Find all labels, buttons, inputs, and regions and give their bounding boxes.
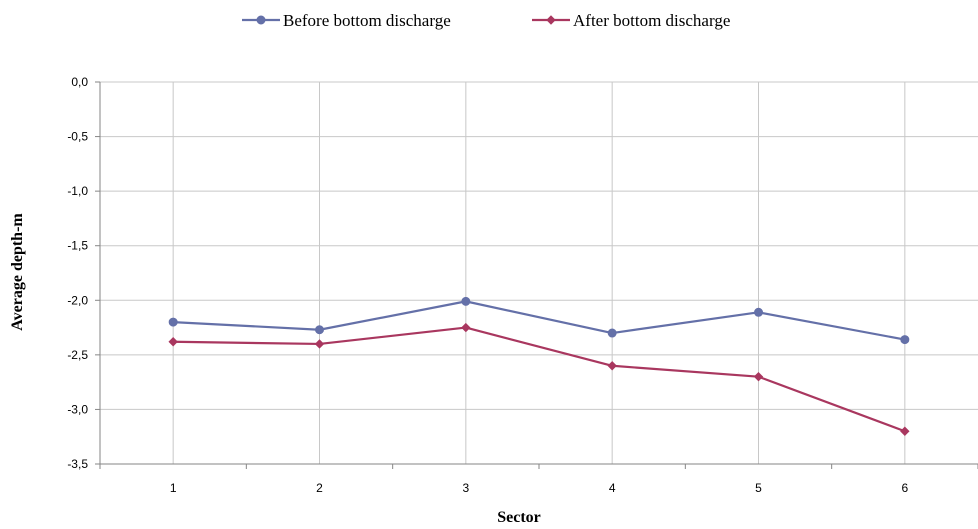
data-point-marker xyxy=(607,361,617,371)
data-point-marker xyxy=(315,325,324,335)
data-point-marker xyxy=(461,296,471,306)
x-tick-label: 6 xyxy=(901,481,908,495)
y-tick-label: 0,0 xyxy=(71,75,88,89)
data-point-marker xyxy=(314,339,325,349)
data-point-marker xyxy=(168,317,178,327)
series xyxy=(168,296,910,345)
x-tick-label: 3 xyxy=(462,481,469,495)
x-tick-label: 4 xyxy=(609,481,616,495)
y-tick-label: -1,5 xyxy=(67,239,88,253)
data-point-marker xyxy=(546,15,556,25)
y-axis: 0,0 -0,5 -1,0 -1,5 -2,0 -2,5 -3,0 -3,5 xyxy=(67,75,101,471)
y-tick-label: -1,0 xyxy=(67,184,88,198)
legend-item: After bottom discharge xyxy=(532,11,730,30)
y-tick-label: -0,5 xyxy=(67,130,88,144)
x-tick-label: 1 xyxy=(170,481,177,495)
series-line xyxy=(173,300,906,341)
y-tick-label: -2,5 xyxy=(67,348,88,362)
legend: Before bottom discharge After bottom disc… xyxy=(242,11,730,30)
legend-label: Before bottom discharge xyxy=(283,11,451,30)
data-point-marker xyxy=(900,335,910,345)
x-axis-title: Sector xyxy=(497,509,541,526)
data-point-marker xyxy=(168,337,178,347)
legend-label: After bottom discharge xyxy=(573,11,730,30)
data-point-marker xyxy=(461,322,471,333)
x-tick-label: 2 xyxy=(316,481,323,495)
legend-item: Before bottom discharge xyxy=(242,11,451,30)
series xyxy=(168,322,910,436)
data-point-marker xyxy=(754,307,763,317)
data-point-marker xyxy=(607,328,617,338)
y-tick-label: -3,5 xyxy=(67,457,88,471)
series-line xyxy=(173,326,906,433)
data-point-marker xyxy=(900,426,910,436)
x-axis: 1 2 3 4 5 6 xyxy=(99,463,978,495)
y-axis-title: Average depth-m xyxy=(9,213,26,331)
plot-area xyxy=(100,81,978,465)
y-tick-label: -2,0 xyxy=(67,293,88,307)
x-tick-label: 5 xyxy=(755,481,762,495)
series-layer xyxy=(168,296,910,436)
data-point-marker xyxy=(753,371,764,382)
y-tick-label: -3,0 xyxy=(67,402,88,416)
data-point-marker xyxy=(256,15,266,25)
